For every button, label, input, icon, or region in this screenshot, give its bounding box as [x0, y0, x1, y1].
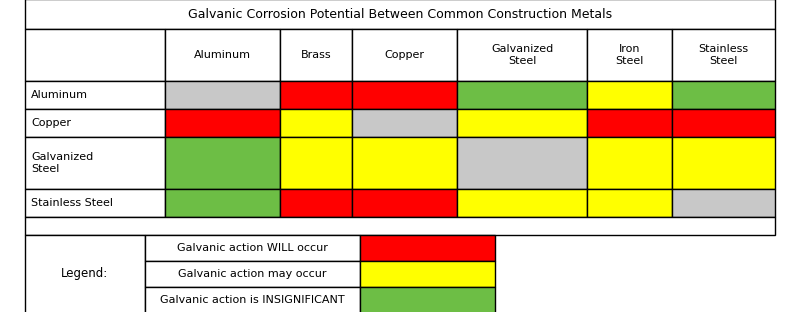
Bar — [672, 81, 775, 109]
Bar — [587, 29, 672, 81]
Text: Galvanized
Steel: Galvanized Steel — [491, 44, 553, 66]
Text: Aluminum: Aluminum — [194, 50, 251, 60]
Bar — [165, 29, 280, 81]
Bar — [672, 109, 775, 137]
Bar — [587, 137, 672, 189]
Bar — [672, 137, 775, 189]
Bar — [145, 235, 360, 261]
Bar — [25, 137, 165, 189]
Bar — [587, 109, 672, 137]
Text: Legend:: Legend: — [62, 267, 109, 280]
Text: Copper: Copper — [385, 50, 425, 60]
Bar — [25, 217, 775, 235]
Bar — [352, 81, 457, 109]
Text: Galvanic action is INSIGNIFICANT: Galvanic action is INSIGNIFICANT — [160, 295, 345, 305]
Bar — [165, 137, 280, 189]
Bar — [280, 81, 352, 109]
Bar — [672, 29, 775, 81]
Bar — [352, 137, 457, 189]
Bar — [280, 189, 352, 217]
Bar — [457, 137, 587, 189]
Text: Galvanic action WILL occur: Galvanic action WILL occur — [177, 243, 328, 253]
Bar — [25, 29, 165, 81]
Bar — [280, 137, 352, 189]
Bar — [145, 261, 360, 287]
Bar — [25, 81, 165, 109]
Text: Iron
Steel: Iron Steel — [615, 44, 644, 66]
Text: Brass: Brass — [301, 50, 331, 60]
Bar — [25, 189, 165, 217]
Bar — [672, 189, 775, 217]
Text: Galvanic action may occur: Galvanic action may occur — [178, 269, 326, 279]
Bar — [457, 109, 587, 137]
Bar — [457, 29, 587, 81]
Bar — [360, 235, 495, 261]
Bar — [25, 109, 165, 137]
Bar — [457, 81, 587, 109]
Bar — [352, 189, 457, 217]
Bar — [457, 189, 587, 217]
Bar — [25, 235, 145, 312]
Text: Stainless Steel: Stainless Steel — [31, 198, 113, 208]
Bar — [165, 109, 280, 137]
Bar — [352, 109, 457, 137]
Bar — [165, 189, 280, 217]
Bar — [280, 109, 352, 137]
Text: Galvanized
Steel: Galvanized Steel — [31, 152, 94, 174]
Bar — [25, 0, 775, 29]
Text: Copper: Copper — [31, 118, 71, 128]
Bar — [165, 81, 280, 109]
Bar — [360, 261, 495, 287]
Text: Aluminum: Aluminum — [31, 90, 88, 100]
Bar — [587, 189, 672, 217]
Bar — [280, 29, 352, 81]
Bar — [352, 29, 457, 81]
Text: Galvanic Corrosion Potential Between Common Construction Metals: Galvanic Corrosion Potential Between Com… — [188, 7, 612, 21]
Text: Stainless
Steel: Stainless Steel — [698, 44, 749, 66]
Bar — [360, 287, 495, 312]
Bar — [145, 287, 360, 312]
Bar — [587, 81, 672, 109]
